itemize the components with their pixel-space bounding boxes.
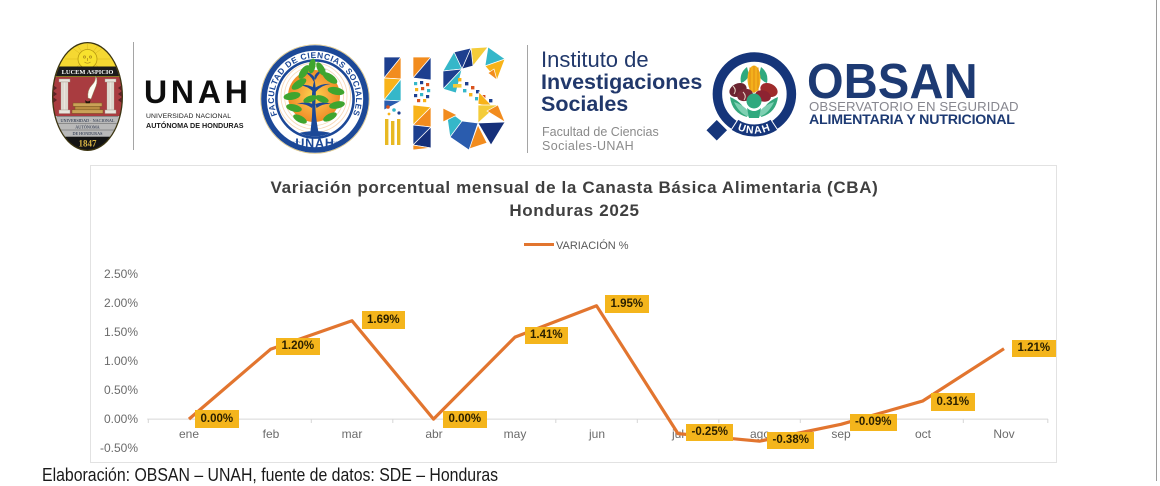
svg-text:UNAH: UNAH — [295, 137, 334, 151]
svg-text:~~~~: ~~~~ — [289, 140, 301, 146]
svg-text:UNAH: UNAH — [736, 121, 772, 136]
svg-text:DE HONDURAS: DE HONDURAS — [73, 131, 104, 136]
svg-text:AUTÓNOMA: AUTÓNOMA — [75, 125, 99, 130]
svg-text:1847: 1847 — [79, 139, 98, 149]
svg-text:LUCEM ASPICIO: LUCEM ASPICIO — [62, 69, 114, 76]
svg-text:~~~~: ~~~~ — [327, 140, 339, 146]
svg-text:UNIVERSIDAD · NACIONAL: UNIVERSIDAD · NACIONAL — [61, 118, 115, 123]
